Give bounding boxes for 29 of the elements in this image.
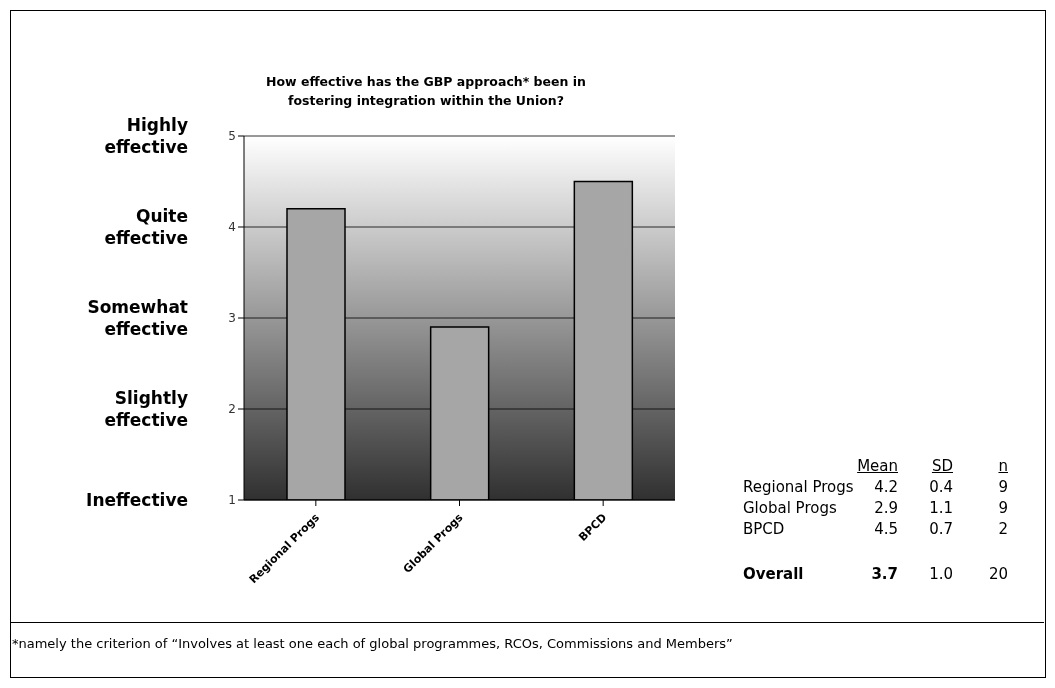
text: 4.5	[874, 519, 898, 540]
text: Slightly effective	[104, 388, 188, 430]
y-tick-label: 4	[228, 220, 236, 235]
text: n	[998, 456, 1008, 477]
text: 1.0	[929, 564, 953, 585]
text: 9	[998, 498, 1008, 519]
text: 3.7	[871, 564, 898, 585]
y-tick-label: 5	[228, 129, 236, 144]
text: Regional Progs	[743, 477, 854, 498]
text: Highly effective	[104, 115, 188, 157]
text: 1.1	[929, 498, 953, 519]
text: 2	[998, 519, 1008, 540]
y-tick-label: 3	[228, 311, 236, 326]
text: 0.4	[929, 477, 953, 498]
text: 2.9	[874, 498, 898, 519]
chart-title: How effective has the GBP approach* been in fostering integration within the Union?	[265, 73, 587, 110]
text: Mean	[857, 456, 898, 477]
text: 4.2	[874, 477, 898, 498]
text: Ineffective	[86, 490, 188, 510]
text: Overall	[743, 564, 804, 585]
text: SD	[931, 456, 953, 477]
text: 9	[998, 477, 1008, 498]
y-tick-label: 2	[228, 402, 236, 417]
text: *namely the criterion of “Involves at least one each of global programmes, RCOs, Commissions and Members”	[12, 636, 733, 651]
text: Quite effective	[104, 206, 188, 248]
text: 20	[988, 564, 1008, 585]
text: 0.7	[929, 519, 953, 540]
y-tick-label: 1	[228, 493, 236, 508]
text: Somewhat effective	[87, 297, 188, 339]
